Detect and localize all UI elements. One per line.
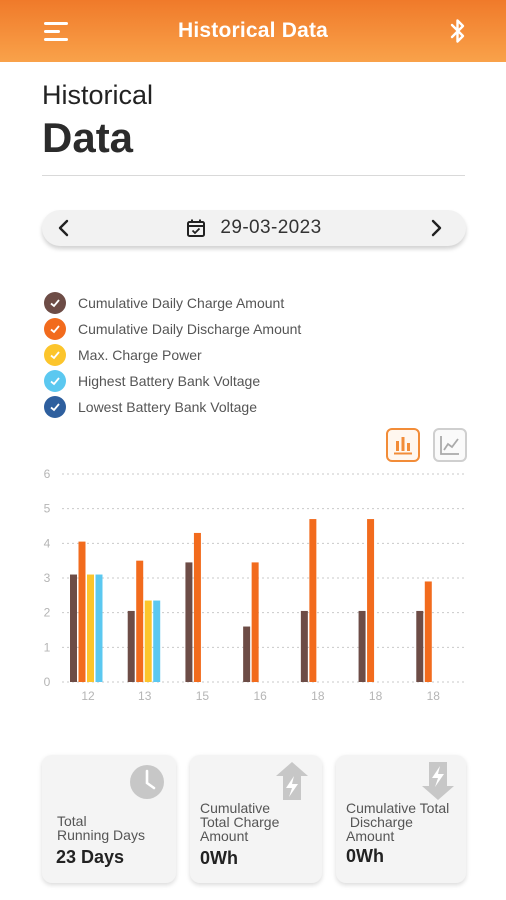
y-tick-label: 6	[44, 467, 51, 481]
legend-label: Max. Charge Power	[78, 347, 202, 363]
chart-bar	[416, 610, 424, 682]
chart-bar	[367, 519, 375, 682]
y-tick-label: 4	[44, 536, 51, 550]
selected-date[interactable]: 29-03-2023	[220, 217, 322, 238]
check-icon	[44, 344, 66, 366]
chart-bar	[144, 600, 152, 682]
x-tick-label: 18	[311, 689, 325, 703]
chart-bar	[251, 562, 259, 682]
chart-bar	[358, 610, 366, 682]
x-tick-label: 16	[253, 689, 267, 703]
chart-bar	[309, 519, 317, 682]
chart-bar	[70, 574, 77, 682]
card-value: 0Wh	[200, 848, 238, 868]
x-tick-label: 13	[138, 689, 152, 703]
card-value: 23 Days	[56, 847, 125, 867]
check-icon	[44, 292, 66, 314]
legend-label: Lowest Battery Bank Voltage	[78, 399, 257, 415]
date-picker: 29-03-2023	[42, 210, 466, 246]
chevron-right-icon[interactable]	[426, 218, 446, 238]
card-label: Cumulative	[200, 800, 271, 816]
check-icon	[44, 396, 66, 418]
card-total-charge: Cumulative Total Charge Amount 0Wh	[190, 755, 322, 883]
chart-bar	[127, 610, 135, 682]
chart-bar	[136, 560, 144, 682]
y-tick-label: 5	[44, 502, 51, 516]
battery-charge-up-icon	[276, 762, 308, 800]
x-tick-label: 18	[427, 689, 441, 703]
app-bar: Historical Data	[0, 0, 506, 62]
chart-bar	[243, 626, 251, 682]
y-tick-label: 2	[44, 606, 51, 620]
card-label: Amount	[200, 828, 249, 844]
legend-label: Cumulative Daily Discharge Amount	[78, 321, 302, 337]
chart-bar	[78, 541, 86, 682]
chart-bar	[185, 562, 193, 682]
chart-bar	[300, 610, 308, 682]
card-label: Running Days	[57, 827, 145, 843]
legend-item-discharge[interactable]: Cumulative Daily Discharge Amount	[44, 316, 301, 342]
check-icon	[44, 318, 66, 340]
legend-label: Cumulative Daily Charge Amount	[78, 295, 285, 311]
x-tick-label: 12	[81, 689, 95, 703]
x-tick-label: 18	[369, 689, 383, 703]
line-chart-icon	[440, 436, 459, 455]
card-label: Amount	[346, 828, 395, 844]
page-title-line2: Data	[42, 114, 134, 161]
line-chart-toggle[interactable]	[433, 428, 467, 462]
chart-bar	[95, 574, 103, 682]
y-tick-label: 1	[44, 640, 51, 654]
card-total-discharge: Cumulative Total Discharge Amount 0Wh	[336, 755, 466, 883]
card-label: Total Charge	[200, 814, 280, 830]
card-label: Cumulative Total	[346, 800, 450, 816]
battery-discharge-down-icon	[422, 762, 454, 800]
card-label: Total	[57, 813, 87, 829]
chart-bar	[193, 532, 201, 682]
chevron-left-icon[interactable]	[54, 218, 74, 238]
bar-chart-icon	[394, 437, 412, 455]
chart-legend: Cumulative Daily Charge Amount Cumulativ…	[44, 290, 301, 420]
legend-item-lowest-voltage[interactable]: Lowest Battery Bank Voltage	[44, 394, 301, 420]
check-icon	[44, 370, 66, 392]
card-running-days: Total Running Days 23 Days	[42, 755, 176, 883]
legend-item-charge[interactable]: Cumulative Daily Charge Amount	[44, 290, 301, 316]
legend-item-max-charge-power[interactable]: Max. Charge Power	[44, 342, 301, 368]
legend-item-highest-voltage[interactable]: Highest Battery Bank Voltage	[44, 368, 301, 394]
y-tick-label: 3	[44, 571, 51, 585]
hamburger-icon[interactable]	[44, 20, 70, 42]
calendar-check-icon[interactable]	[186, 218, 206, 238]
page-title-line1: Historical	[42, 80, 154, 110]
bar-chart-toggle[interactable]	[386, 428, 420, 462]
summary-cards: Total Running Days 23 Days Cumulative To…	[42, 755, 466, 883]
clock-icon	[130, 765, 164, 799]
card-value: 0Wh	[346, 846, 384, 866]
y-tick-label: 0	[44, 675, 51, 689]
x-tick-label: 15	[196, 689, 210, 703]
bluetooth-icon[interactable]	[448, 17, 468, 45]
divider	[42, 175, 465, 176]
chart-bar	[424, 581, 432, 682]
chart-bar	[87, 574, 94, 682]
card-label: Discharge	[346, 814, 413, 830]
app-bar-title: Historical Data	[177, 19, 329, 42]
legend-label: Highest Battery Bank Voltage	[78, 373, 261, 389]
chart-bar	[153, 600, 161, 682]
